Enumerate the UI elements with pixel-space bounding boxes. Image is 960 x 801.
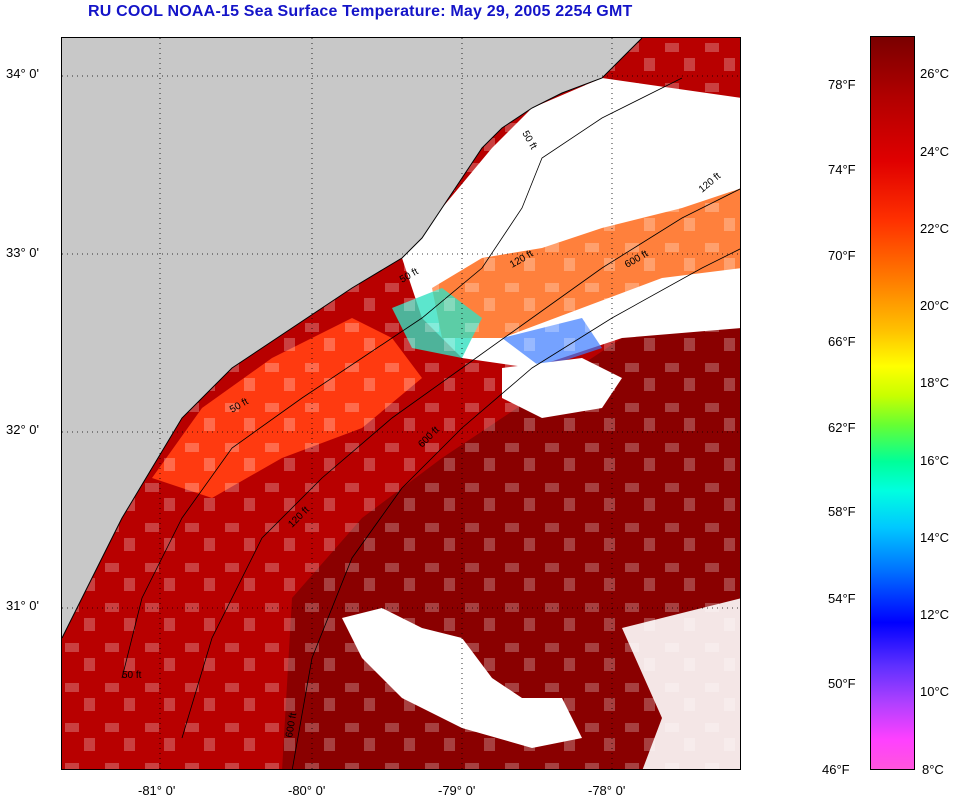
latitude-label: 31° 0' <box>6 598 39 613</box>
longitude-label: -79° 0' <box>438 783 476 798</box>
colorbar-fahrenheit-label: 70°F <box>828 248 856 263</box>
colorbar-fahrenheit-label: 78°F <box>828 77 856 92</box>
longitude-label: -78° 0' <box>588 783 626 798</box>
colorbar-celsius-label: 20°C <box>920 298 950 313</box>
colorbar-fahrenheit-label: 54°F <box>828 591 856 606</box>
map-title: RU COOL NOAA-15 Sea Surface Temperature:… <box>88 3 633 20</box>
isobath-label: 50 ft <box>122 670 142 681</box>
colorbar-celsius-label: 10°C <box>920 684 950 699</box>
colorbar-fahrenheit-label: 62°F <box>828 420 856 435</box>
colorbar-celsius-label: 26°C <box>920 66 950 81</box>
colorbar-celsius-label: 14°C <box>920 530 950 545</box>
coastline <box>62 38 643 639</box>
sst-map[interactable]: 50 ft 120 ft 600 ft 50 ft 120 ft 600 ft … <box>61 37 741 770</box>
latitude-label: 32° 0' <box>6 422 39 437</box>
sst-map-canvas: 50 ft 120 ft 600 ft 50 ft 120 ft 600 ft … <box>62 38 740 769</box>
colorbar-celsius-label: 24°C <box>920 144 950 159</box>
colorbar-celsius-label: 22°C <box>920 221 950 236</box>
colorbar-celsius-label: 12°C <box>920 607 950 622</box>
isobath-120ft <box>181 188 740 739</box>
colorbar-fahrenheit-label: 50°F <box>828 676 856 691</box>
colorbar-celsius-label: 18°C <box>920 375 950 390</box>
colorbar-fahrenheit-label: 66°F <box>828 334 856 349</box>
colorbar-fahrenheit-label: 58°F <box>828 504 856 519</box>
colorbar-fahrenheit-label: 46°F <box>822 762 850 777</box>
temperature-colorbar <box>870 36 915 770</box>
land-area <box>62 38 642 638</box>
longitude-label: -80° 0' <box>288 783 326 798</box>
colorbar-celsius-label: 8°C <box>922 762 944 777</box>
longitude-label: -81° 0' <box>138 783 176 798</box>
colorbar-fahrenheit-label: 74°F <box>828 162 856 177</box>
latitude-label: 33° 0' <box>6 245 39 260</box>
isobath-label: 600 ft <box>284 712 299 739</box>
isobath-50ft <box>121 77 683 679</box>
colorbar-celsius-label: 16°C <box>920 453 950 468</box>
latitude-label: 34° 0' <box>6 66 39 81</box>
